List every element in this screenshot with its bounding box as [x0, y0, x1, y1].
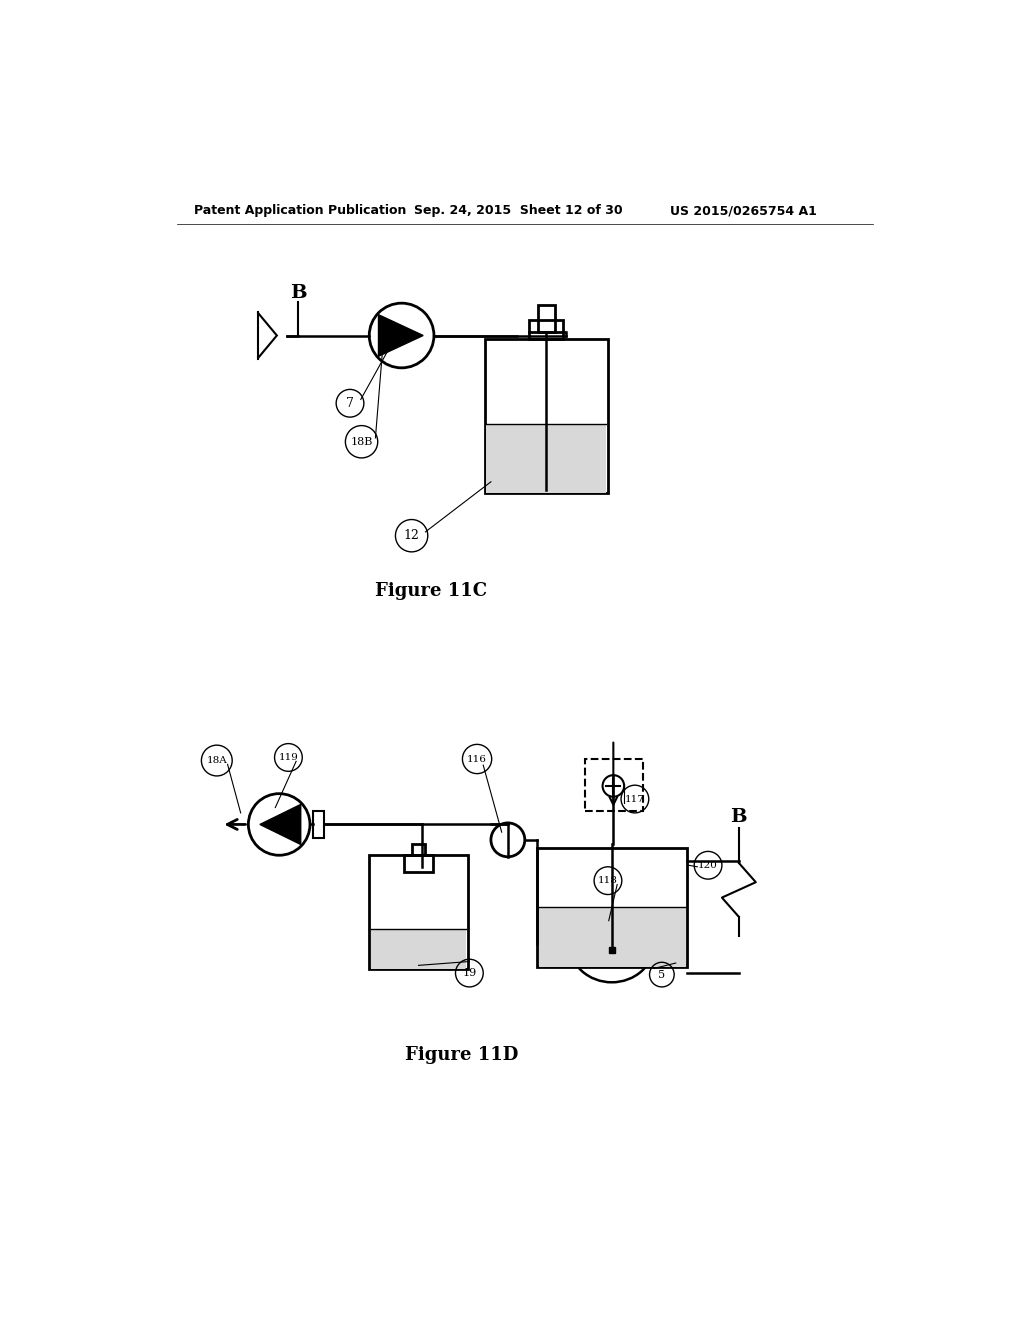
Bar	[412, 843, 425, 855]
Bar	[538, 847, 687, 966]
Text: 19: 19	[462, 968, 476, 978]
Bar	[484, 339, 608, 494]
Text: B: B	[290, 284, 307, 302]
Text: B: B	[730, 808, 748, 826]
Text: Sep. 24, 2015  Sheet 12 of 30: Sep. 24, 2015 Sheet 12 of 30	[414, 205, 623, 218]
Bar	[585, 759, 643, 812]
Text: 18B: 18B	[350, 437, 373, 446]
Bar	[313, 810, 324, 838]
Bar	[539, 907, 686, 966]
Text: 7: 7	[346, 397, 354, 409]
Bar	[371, 929, 466, 969]
Bar	[528, 321, 563, 339]
Polygon shape	[379, 314, 423, 356]
Polygon shape	[260, 804, 301, 845]
Text: 120: 120	[698, 861, 718, 870]
Text: Figure 11D: Figure 11D	[404, 1047, 518, 1064]
Text: 116: 116	[467, 755, 487, 763]
Bar	[370, 855, 468, 969]
Text: 119: 119	[279, 752, 298, 762]
Text: 18A: 18A	[207, 756, 227, 766]
Text: US 2015/0265754 A1: US 2015/0265754 A1	[670, 205, 816, 218]
Text: 118: 118	[598, 876, 617, 886]
Text: 117: 117	[625, 795, 645, 804]
Text: 12: 12	[403, 529, 420, 543]
Text: Figure 11C: Figure 11C	[375, 582, 487, 601]
Bar	[486, 424, 606, 494]
Text: 5: 5	[658, 970, 666, 979]
Text: Patent Application Publication: Patent Application Publication	[194, 205, 407, 218]
Bar	[538, 305, 555, 331]
Bar	[403, 855, 433, 873]
